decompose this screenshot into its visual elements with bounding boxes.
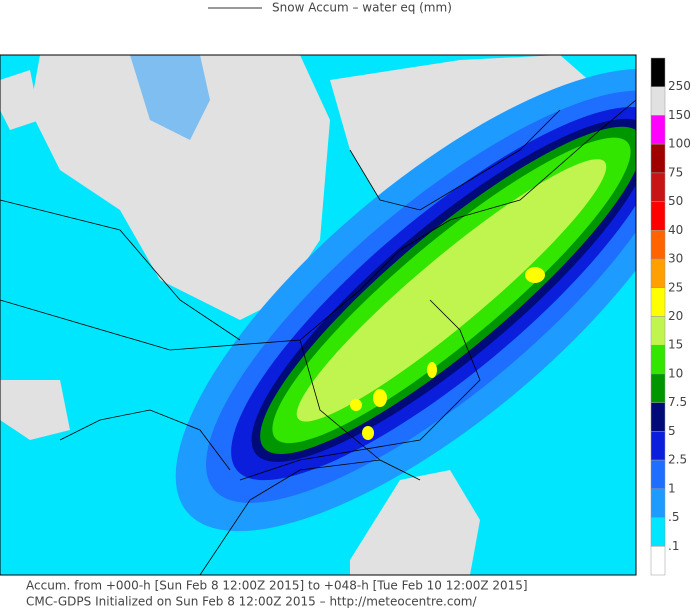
colorbar-swatch <box>650 143 666 174</box>
colorbar-swatch <box>650 258 666 289</box>
colorbar-label: 150 <box>668 108 691 122</box>
colorbar-label: .1 <box>668 539 679 553</box>
colorbar-swatch <box>650 431 666 461</box>
colorbar-swatch <box>650 57 666 87</box>
colorbar-swatch <box>650 517 666 547</box>
colorbar-label: 250 <box>668 79 691 93</box>
colorbar-swatch <box>650 546 666 576</box>
colorbar-label: 100 <box>668 137 691 151</box>
colorbar-label: 75 <box>668 165 683 179</box>
colorbar-label: 7.5 <box>668 395 687 409</box>
colorbar-label: 10 <box>668 366 683 380</box>
colorbar-swatch <box>650 488 666 518</box>
colorbar-swatch <box>650 86 666 116</box>
colorbar-label: 50 <box>668 194 683 208</box>
colorbar-swatch <box>650 402 666 432</box>
colorbar-label: 15 <box>668 338 683 352</box>
colorbar-swatch <box>650 459 666 490</box>
colorbar-label: 5 <box>668 424 676 438</box>
colorbar-swatch <box>650 201 666 231</box>
colorbar-label: .5 <box>668 510 679 524</box>
colorbar-label: 25 <box>668 280 683 294</box>
colorbar-label: 30 <box>668 252 683 266</box>
footer-line: Accum. from +000-h [Sun Feb 8 12:00Z 201… <box>26 579 528 593</box>
colorbar-swatch <box>650 344 666 375</box>
colorbar-swatch <box>650 316 666 346</box>
map-title: Snow Accum – water eq (mm) <box>272 1 452 15</box>
colorbar-swatch <box>650 115 666 145</box>
map-frame <box>0 54 637 576</box>
colorbar-label: 20 <box>668 309 683 323</box>
colorbar-label: 2.5 <box>668 453 687 467</box>
colorbar-swatch <box>650 172 666 202</box>
colorbar-swatch <box>650 230 666 260</box>
colorbar: 250 150 100 75 50 40 30 25 20 15 10 7.5 5 2.5 1 .5 .1 <box>650 57 691 576</box>
colorbar-label: 1 <box>668 481 676 495</box>
colorbar-swatch <box>650 287 666 317</box>
footer-line: CMC-GDPS Initialized on Sun Feb 8 12:00Z… <box>26 595 477 609</box>
colorbar-label: 40 <box>668 223 683 237</box>
colorbar-swatch <box>650 373 666 403</box>
